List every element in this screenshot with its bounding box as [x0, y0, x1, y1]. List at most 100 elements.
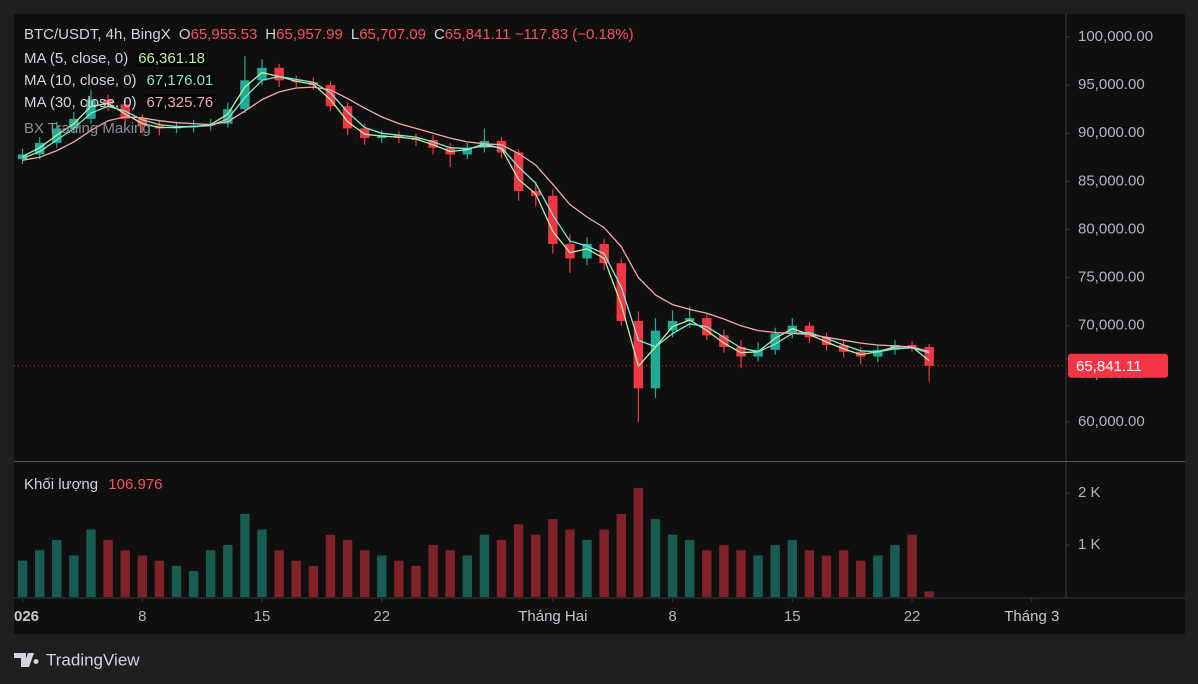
volume-bar: [684, 539, 695, 597]
candle-body: [359, 128, 370, 139]
volume-tick-label: 1 K: [1078, 536, 1101, 553]
candle-body: [719, 335, 729, 347]
candle-body: [325, 85, 336, 107]
x-tick-label: Tháng 3: [1004, 608, 1059, 625]
x-tick-label: 8: [668, 608, 676, 625]
volume-bar: [206, 550, 216, 597]
symbol-title: BTC/USDT, 4h, BingX: [24, 26, 171, 43]
volume-bar: [154, 560, 165, 597]
candle-body: [548, 195, 558, 244]
volume-bar: [103, 539, 113, 597]
candle-body: [616, 263, 626, 321]
ohlc-value: 65,955.53: [190, 26, 258, 43]
ma-legend-row: MA (30, close, 0) 67,325.76: [24, 92, 216, 114]
volume-bar: [462, 555, 473, 597]
volume-bar: [428, 545, 438, 597]
candle-body: [924, 346, 934, 366]
volume-bar: [821, 555, 832, 597]
ohlc-key: L: [350, 26, 360, 43]
volume-bar: [274, 550, 284, 597]
candle-body: [787, 325, 798, 334]
volume-bar: [599, 529, 609, 597]
y-tick-label: 100,000.00: [1078, 28, 1153, 45]
candle-body: [462, 147, 473, 155]
ma-line: [22, 86, 930, 353]
last-price-label: 65,841.11: [1076, 358, 1142, 375]
x-tick-label: 15: [254, 608, 271, 625]
volume-bar: [377, 555, 387, 597]
candle-body: [873, 349, 883, 357]
x-tick-label: 8: [138, 608, 146, 625]
volume-bar: [325, 534, 336, 597]
candle-body: [804, 325, 815, 338]
candle-body: [342, 106, 353, 129]
volume-bar: [308, 565, 319, 597]
volume-legend: Khối lượng 106.976: [24, 474, 163, 496]
volume-bar: [342, 539, 353, 597]
candle-body: [770, 333, 780, 350]
candle-body: [223, 109, 233, 124]
volume-bar: [856, 560, 866, 597]
volume-bar: [69, 555, 79, 597]
volume-bar: [753, 555, 763, 597]
volume-bar: [240, 513, 250, 597]
volume-bar: [257, 529, 267, 597]
ma-last-value: 67,176.01: [144, 72, 216, 89]
volume-bar: [582, 539, 592, 597]
volume-tick-label: 2 K: [1078, 484, 1101, 501]
candle-body: [34, 142, 45, 155]
ma-name: MA (5, close, 0): [24, 50, 129, 67]
volume-bar: [890, 545, 900, 597]
volume-bar: [548, 519, 558, 597]
volume-bar: [804, 550, 815, 597]
volume-bar: [770, 545, 780, 597]
x-tick-label: 22: [373, 608, 390, 625]
ohlc-value: 65,707.09: [359, 26, 426, 43]
ma-legend: MA (5, close, 0) 66,361.18 MA (10, close, …: [24, 48, 216, 114]
volume-bar: [479, 534, 490, 597]
volume-bar: [359, 550, 370, 597]
candle-body: [650, 330, 661, 389]
ohlc-value: 65,841.11: [444, 26, 511, 43]
candle-body: [821, 337, 832, 346]
y-tick-label: 75,000.00: [1078, 269, 1145, 286]
y-tick-label: 85,000.00: [1078, 172, 1145, 189]
volume-bar: [838, 550, 849, 597]
volume-bar: [496, 539, 507, 597]
ma-name: MA (30, close, 0): [24, 94, 137, 111]
ma-last-value: 67,325.76: [144, 94, 216, 111]
candle-body: [565, 243, 575, 259]
y-tick-label: 90,000.00: [1078, 124, 1145, 141]
volume-bar: [924, 591, 934, 597]
candle-body: [513, 152, 524, 192]
volume-bar: [907, 534, 917, 597]
volume-bar: [736, 550, 746, 597]
candle-body: [582, 243, 592, 259]
volume-bar: [719, 545, 729, 597]
volume-bar: [171, 565, 182, 597]
logo-mark: [14, 653, 39, 667]
ohlc-key: C: [433, 26, 445, 43]
ma-line: [22, 75, 930, 354]
volume-bar: [223, 545, 233, 597]
last-price-tag: [1068, 353, 1168, 378]
volume-bar: [667, 534, 678, 597]
candle-body: [907, 345, 917, 347]
volume-title: Khối lượng: [24, 476, 99, 493]
candle-body: [257, 67, 267, 81]
volume-bar: [633, 487, 644, 597]
volume-bar: [616, 513, 626, 597]
volume-bar: [702, 550, 712, 597]
volume-bar: [445, 550, 455, 597]
symbol-legend: BTC/USDT, 4h, BingX O65,955.53 H65,957.99…: [24, 24, 634, 46]
ohlc-value: 65,957.99: [276, 26, 343, 43]
x-tick-label: Tháng Hai: [518, 608, 587, 625]
volume-bar: [411, 565, 421, 597]
ma-last-value: 66,361.18: [136, 50, 207, 67]
brand-name: TradingView: [46, 650, 140, 669]
price-change: −117.83 (−0.18%): [514, 26, 634, 43]
candle-body: [753, 349, 763, 357]
volume-bar: [787, 539, 798, 597]
